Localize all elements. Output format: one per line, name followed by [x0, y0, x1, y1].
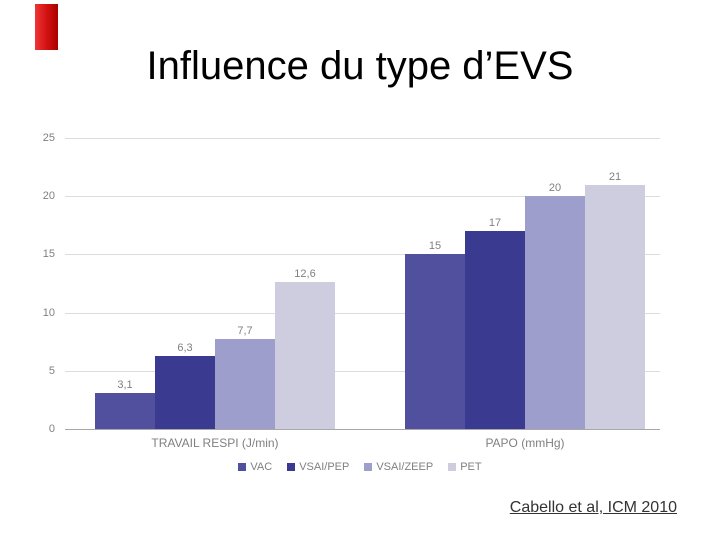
- legend-item: PET: [448, 461, 482, 473]
- chart-plot-area: 0 5 10 15 20 25 3,1 6,3 7,7 12,6 15 17 20 21: [43, 132, 660, 435]
- bar-slot: 12,6: [275, 138, 335, 429]
- gridline: [65, 370, 660, 372]
- legend-label: PET: [460, 461, 482, 473]
- gridline: [65, 254, 660, 256]
- bar-slot: 17: [465, 138, 525, 429]
- legend-item: VAC: [238, 461, 272, 473]
- gridline: [65, 196, 660, 198]
- bar-vsai-pep: [155, 355, 215, 429]
- bar-group: 3,1 6,3 7,7 12,6: [95, 138, 335, 429]
- bar-slot: 21: [585, 138, 645, 429]
- bar-vsai-zeep: [215, 339, 275, 429]
- y-tick-label: 5: [48, 364, 55, 377]
- bar-pet: [585, 184, 645, 429]
- x-category-label: TRAVAIL RESPI (J/min): [151, 436, 279, 450]
- bars-layer: 3,1 6,3 7,7 12,6 15 17 20 21: [65, 138, 660, 429]
- gridline: [65, 429, 660, 430]
- bar-group: 15 17 20 21: [405, 138, 645, 429]
- y-tick-label: 15: [42, 248, 55, 261]
- bar-value-label: 15: [428, 240, 442, 253]
- bar-slot: 3,1: [95, 138, 155, 429]
- x-category-label: PAPO (mmHg): [485, 436, 565, 450]
- legend-swatch-icon: [364, 463, 373, 471]
- bar-vac: [405, 254, 465, 429]
- slide-title: Influence du type d’EVS: [146, 44, 574, 88]
- bar-slot: 7,7: [215, 138, 275, 429]
- bar-value-label: 6,3: [177, 341, 193, 354]
- bar-value-label: 7,7: [237, 325, 253, 338]
- legend-label: VAC: [250, 461, 273, 473]
- legend-swatch-icon: [287, 463, 296, 471]
- bar-vac: [95, 392, 155, 429]
- bar-value-label: 3,1: [117, 378, 133, 391]
- y-tick-label: 10: [42, 306, 55, 319]
- bar-pet: [275, 282, 335, 429]
- bar-value-label: 17: [488, 217, 502, 230]
- bar-value-label: 12,6: [294, 268, 316, 281]
- bar-vsai-pep: [465, 231, 525, 429]
- y-tick-label: 20: [42, 190, 55, 203]
- legend-label: VSAI/ZEEP: [376, 461, 434, 473]
- legend-swatch-icon: [448, 463, 457, 471]
- gridline: [65, 312, 660, 314]
- red-accent-shape: [35, 4, 58, 50]
- bar-slot: 15: [405, 138, 465, 429]
- citation: Cabello et al, ICM 2010: [509, 499, 677, 516]
- gridline: [65, 138, 660, 139]
- bar-value-label: 21: [608, 170, 622, 183]
- legend-label: VSAI/PEP: [299, 461, 350, 473]
- y-tick-label: 0: [48, 423, 55, 435]
- chart-legend: VAC VSAI/PEP VSAI/ZEEP PET: [0, 461, 720, 473]
- bar-value-label: 20: [548, 182, 562, 195]
- bar-slot: 20: [525, 138, 585, 429]
- legend-swatch-icon: [238, 463, 247, 471]
- legend-item: VSAI/ZEEP: [364, 461, 433, 473]
- x-axis-labels: TRAVAIL RESPI (J/min) PAPO (mmHg): [65, 436, 660, 450]
- bar-slot: 6,3: [155, 138, 215, 429]
- bar-vsai-zeep: [525, 196, 585, 429]
- legend-item: VSAI/PEP: [287, 461, 349, 473]
- y-tick-label: 25: [42, 132, 55, 144]
